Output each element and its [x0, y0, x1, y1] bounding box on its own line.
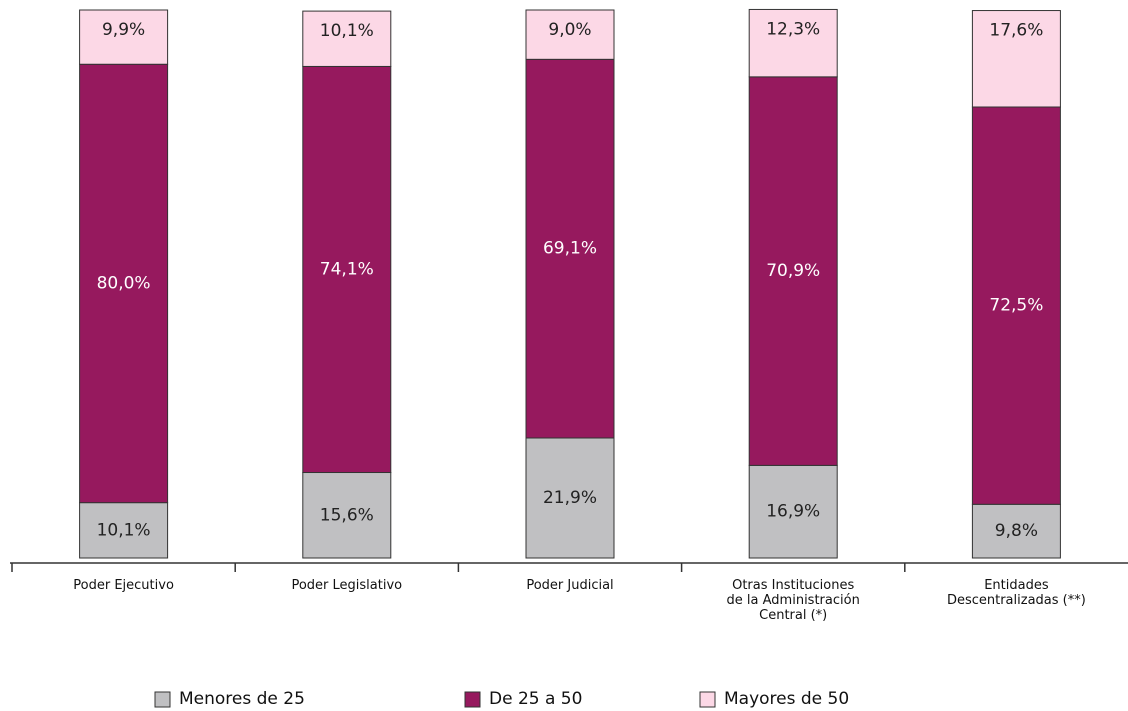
x-tick-label: Poder Judicial — [526, 578, 614, 593]
bar-segment — [525, 58, 615, 439]
data-label: 9,0% — [548, 20, 591, 40]
legend-label: Mayores de 50 — [724, 689, 850, 709]
x-tick-label: Entidades Descentralizadas (**) — [946, 578, 1086, 608]
x-tick-label: Poder Legislativo — [291, 578, 403, 593]
data-label: 16,9% — [766, 502, 820, 522]
bar-segment — [79, 9, 169, 65]
bar-segment — [302, 65, 392, 474]
bar-segment — [748, 464, 838, 559]
bar-segment — [79, 502, 169, 559]
data-label: 9,9% — [102, 20, 145, 40]
bar-segment — [748, 76, 838, 466]
x-tick-label: Poder Ejecutivo — [73, 578, 174, 593]
data-label: 9,8% — [995, 521, 1038, 541]
data-label: 15,6% — [320, 505, 374, 525]
data-label: 69,1% — [543, 239, 597, 259]
bar-segment — [525, 437, 615, 559]
legend-swatch — [154, 691, 171, 708]
bar-segment — [971, 503, 1061, 559]
data-label: 12,3% — [766, 19, 820, 39]
data-label: 72,5% — [989, 296, 1043, 316]
legend-swatch — [464, 691, 481, 708]
bar-segment — [971, 106, 1061, 505]
bar-segment — [748, 8, 838, 78]
bar-segment — [525, 9, 615, 60]
data-label: 21,9% — [543, 488, 597, 508]
data-label: 17,6% — [989, 21, 1043, 41]
data-label: 74,1% — [320, 259, 374, 279]
data-label: 80,0% — [97, 273, 151, 293]
data-label: 70,9% — [766, 261, 820, 281]
bar-segment — [302, 10, 392, 67]
data-label: 10,1% — [320, 21, 374, 41]
legend-label: Menores de 25 — [179, 689, 305, 709]
legend-swatch — [699, 691, 716, 708]
bar-segment — [971, 10, 1061, 108]
data-label: 10,1% — [97, 520, 151, 540]
bar-segment — [79, 63, 169, 504]
legend-label: De 25 a 50 — [489, 689, 583, 709]
x-tick-label: Otras Instituciones de la Administración… — [726, 578, 860, 623]
